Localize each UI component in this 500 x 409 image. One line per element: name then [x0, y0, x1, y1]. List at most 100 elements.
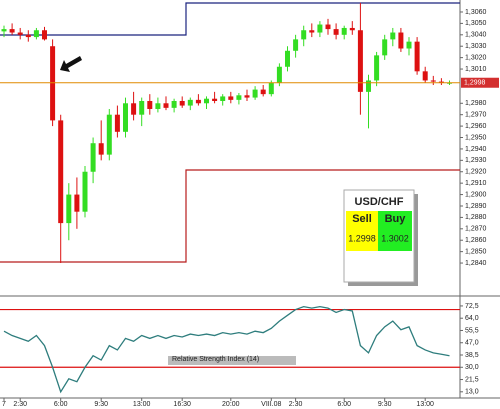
candle-body — [349, 27, 355, 31]
y-tick-label: 1,2970 — [465, 112, 487, 119]
candle-body — [66, 194, 72, 224]
sell-price: 1.2998 — [348, 233, 376, 243]
candle-body — [90, 143, 96, 172]
buy-cell[interactable] — [378, 211, 412, 251]
candle-body — [139, 100, 145, 115]
y-tick-label: 1,2840 — [465, 260, 487, 267]
y-tick-label: 1,2920 — [465, 169, 487, 176]
candle-body — [228, 96, 234, 100]
x-tick-label: 6:00 — [54, 401, 68, 408]
y-tick-label: 64,0 — [465, 315, 479, 322]
candle-body — [382, 39, 388, 56]
candle-body — [74, 194, 80, 212]
y-tick-label: 47,0 — [465, 340, 479, 347]
x-tick-label: 2:30 — [13, 401, 27, 408]
candle-body — [179, 100, 185, 106]
candle-body — [9, 29, 15, 33]
range-low-line — [0, 169, 460, 263]
y-tick-label: 1,2870 — [465, 226, 487, 233]
y-tick-label: 1,2930 — [465, 157, 487, 164]
candle-body — [244, 95, 250, 98]
candle-body — [82, 171, 88, 212]
candle-body — [430, 80, 436, 82]
candle-body — [398, 32, 404, 49]
y-tick-label: 1,3010 — [465, 66, 487, 73]
candle-body — [317, 24, 323, 33]
candle-body — [276, 66, 282, 83]
rsi-label-shadow — [168, 356, 296, 365]
candle-body — [131, 103, 137, 115]
last-price-label: 1,2998 — [464, 80, 486, 87]
candle-body — [309, 30, 315, 33]
candle-body — [147, 100, 153, 109]
y-tick-label: 1,2850 — [465, 248, 487, 255]
y-tick-label: 1,2910 — [465, 180, 487, 187]
quote-pair: USD/CHF — [355, 196, 404, 208]
candle-body — [236, 95, 242, 100]
candle-body — [204, 98, 209, 104]
y-tick-label: 1,2860 — [465, 237, 487, 244]
candle-body — [325, 24, 331, 30]
candle-body — [285, 50, 290, 67]
candle-body — [357, 30, 363, 92]
x-tick-label: 2:30 — [289, 401, 303, 408]
candle-body — [42, 30, 47, 40]
rsi-line — [3, 305, 450, 394]
candle-body — [268, 82, 274, 95]
candle-body — [252, 89, 258, 98]
sell-cell[interactable] — [346, 211, 378, 251]
rsi-label: Relative Strength Index (14) — [172, 356, 259, 363]
candle-body — [17, 32, 23, 35]
candle-body — [212, 98, 218, 101]
x-tick-label: 13:00 — [416, 401, 434, 408]
candle-body — [106, 114, 112, 155]
y-tick-label: 55,5 — [465, 327, 479, 334]
x-tick-label: 13:00 — [133, 401, 151, 408]
arrow — [60, 56, 82, 72]
candle-body — [195, 99, 201, 104]
x-tick-label: 9:30 — [378, 401, 392, 408]
y-tick-label: 1,3020 — [465, 54, 487, 61]
candle-body — [301, 30, 307, 40]
y-tick-label: 1,3030 — [465, 43, 487, 50]
candle-body — [1, 29, 7, 32]
candle-body — [98, 143, 104, 155]
candle-body — [123, 103, 128, 132]
x-tick-label: 6:00 — [337, 401, 351, 408]
candle-body — [171, 100, 177, 108]
candle-body — [220, 96, 226, 101]
candle-body — [366, 80, 371, 92]
candle-body — [341, 27, 347, 35]
y-tick-label: 1,2890 — [465, 203, 487, 210]
candle-body — [50, 46, 56, 121]
range-high-line — [0, 2, 460, 36]
candle-body — [422, 71, 428, 81]
y-tick-label: 30,0 — [465, 364, 479, 371]
candle-body — [406, 41, 412, 49]
candle-body — [33, 30, 39, 38]
y-tick-label: 1,3040 — [465, 32, 487, 39]
y-tick-label: 1,2880 — [465, 214, 487, 221]
candle-body — [293, 39, 299, 51]
candle-body — [114, 114, 120, 132]
candle-body — [155, 103, 161, 109]
x-tick-label: 20:00 — [222, 401, 240, 408]
candle-body — [25, 34, 31, 38]
candle-body — [390, 32, 396, 40]
y-tick-label: 72,5 — [465, 303, 479, 310]
x-tick-label: 16:30 — [173, 401, 191, 408]
x-tick-label: 7 — [2, 401, 6, 408]
candle-body — [414, 41, 420, 72]
y-tick-label: 21,5 — [465, 376, 479, 383]
quote-box: USD/CHF Sell Buy 1.2998 1.3002 — [343, 189, 418, 286]
y-tick-label: 38,5 — [465, 352, 479, 359]
y-tick-label: 1,2950 — [465, 134, 487, 141]
sell-label: Sell — [352, 213, 372, 225]
y-tick-label: 13,0 — [465, 389, 479, 396]
y-tick-label: 1,2960 — [465, 123, 487, 130]
candle-body — [333, 29, 339, 35]
y-tick-label: 1,3060 — [465, 9, 487, 16]
last-price-box — [461, 77, 499, 88]
y-tick-label: 1,2940 — [465, 146, 487, 153]
